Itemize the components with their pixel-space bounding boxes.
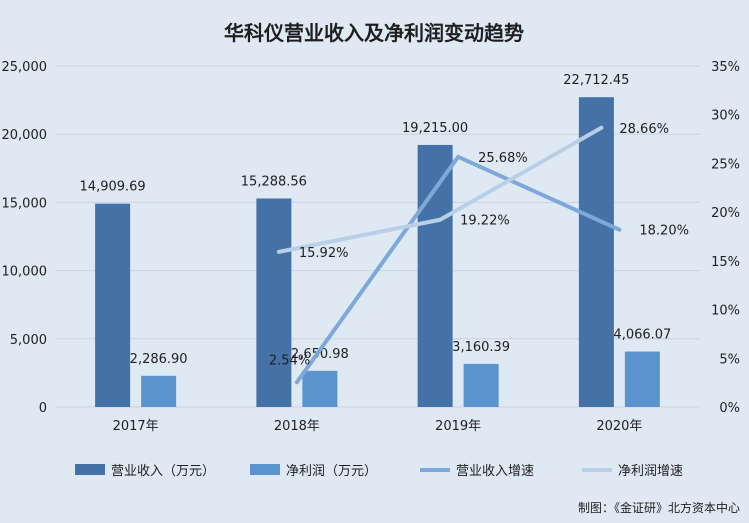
bar-data-label: 22,712.45 bbox=[563, 73, 629, 88]
bar-data-label: 19,215.00 bbox=[402, 121, 468, 136]
y-right-tick-label: 5% bbox=[719, 352, 740, 367]
x-tick-label: 2017年 bbox=[113, 419, 159, 434]
legend-label: 净利润（万元） bbox=[286, 464, 377, 479]
bar-data-label: 2,650.98 bbox=[291, 347, 349, 362]
line-data-label: 25.68% bbox=[478, 151, 528, 166]
x-tick-label: 2020年 bbox=[596, 419, 642, 434]
legend-label: 净利润增速 bbox=[618, 464, 683, 479]
line-data-label: 28.66% bbox=[619, 122, 669, 137]
y-right-tick-label: 0% bbox=[719, 401, 740, 416]
x-tick-label: 2019年 bbox=[435, 419, 481, 434]
bar-revenue bbox=[417, 144, 453, 407]
bar-revenue bbox=[95, 203, 131, 407]
y-right-tick-label: 20% bbox=[711, 206, 740, 221]
y-right-tick-label: 15% bbox=[711, 255, 740, 270]
y-right-tick-label: 10% bbox=[711, 304, 740, 319]
chart-title: 华科仪营业收入及净利润变动趋势 bbox=[224, 21, 524, 45]
line-data-label: 15.92% bbox=[299, 246, 349, 261]
bar-revenue bbox=[578, 97, 614, 407]
legend-label: 营业收入增速 bbox=[456, 464, 534, 479]
bar-data-label: 2,286.90 bbox=[130, 352, 188, 367]
credit-text: 制图：《金证研》北方资本中心 bbox=[578, 500, 740, 515]
y-right-tick-label: 35% bbox=[711, 60, 740, 75]
y-right-tick-label: 25% bbox=[711, 157, 740, 172]
x-tick-label: 2018年 bbox=[274, 419, 320, 434]
line-data-label: 2.54% bbox=[269, 353, 310, 368]
y-left-tick-label: 10,000 bbox=[2, 265, 48, 280]
y-right-tick-label: 30% bbox=[711, 109, 740, 124]
line-data-label: 19.22% bbox=[460, 214, 510, 229]
y-left-tick-label: 5,000 bbox=[10, 333, 47, 348]
y-left-tick-label: 15,000 bbox=[2, 196, 48, 211]
line-revenue-growth bbox=[294, 154, 622, 385]
bar-data-label: 3,160.39 bbox=[452, 340, 510, 355]
bar-profit bbox=[463, 363, 499, 407]
legend-label: 营业收入（万元） bbox=[111, 464, 215, 479]
line-data-label: 18.20% bbox=[639, 224, 689, 239]
legend-swatch bbox=[75, 464, 105, 475]
y-left-tick-label: 20,000 bbox=[2, 128, 48, 143]
bar-revenue bbox=[256, 198, 292, 407]
bar-profit bbox=[302, 370, 338, 407]
legend-swatch bbox=[250, 464, 280, 475]
bar-data-label: 4,066.07 bbox=[613, 328, 671, 343]
bar-data-label: 15,288.56 bbox=[241, 174, 307, 189]
bar-profit bbox=[624, 351, 660, 407]
bar-profit bbox=[141, 375, 177, 407]
y-left-tick-label: 0 bbox=[39, 401, 47, 416]
line-profit-growth bbox=[276, 125, 604, 254]
y-left-tick-label: 25,000 bbox=[2, 60, 48, 75]
bar-data-label: 14,909.69 bbox=[80, 180, 146, 195]
